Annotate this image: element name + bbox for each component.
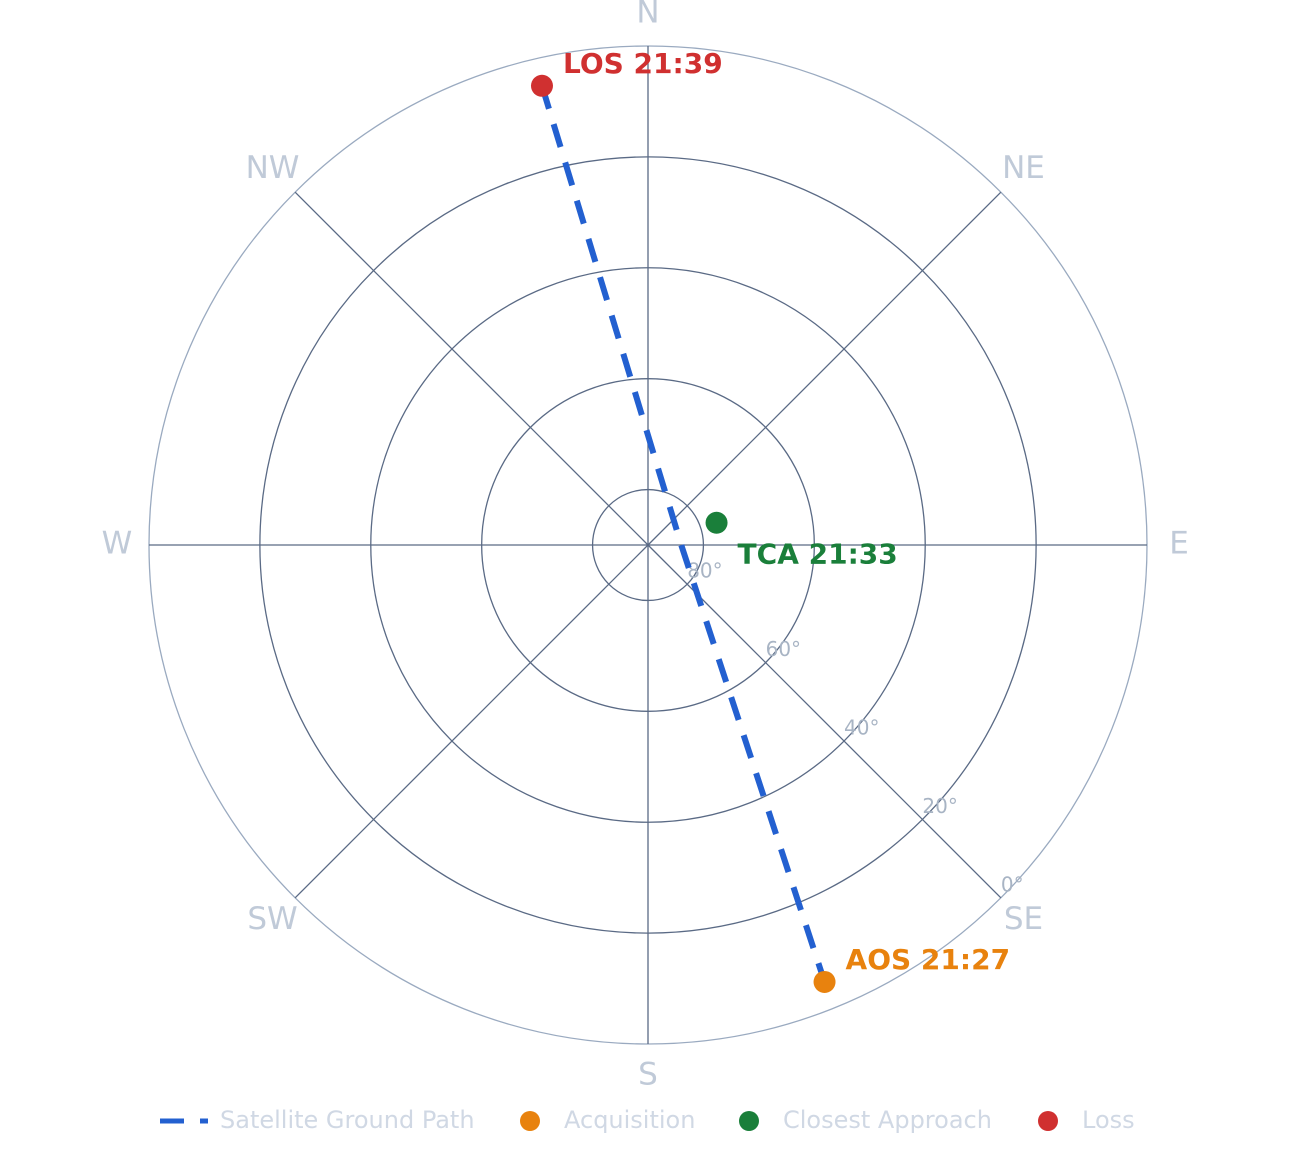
- annotation: TCA 21:33: [738, 538, 898, 571]
- direction-label: SE: [1004, 901, 1043, 937]
- pass-marker: [705, 511, 728, 534]
- radial-tick-label: 20°: [922, 794, 957, 818]
- direction-label: NE: [1002, 150, 1045, 186]
- radial-tick-label: 80°: [687, 559, 722, 583]
- direction-label: E: [1169, 526, 1189, 562]
- radial-tick-label: 60°: [766, 637, 801, 661]
- legend-icon: [739, 1111, 759, 1131]
- annotation: AOS 21:27: [846, 943, 1011, 976]
- legend-icon: [520, 1111, 540, 1131]
- angular-grid-line: [647, 191, 1002, 546]
- pass-marker: [813, 970, 836, 993]
- radial-tick-label: 40°: [844, 716, 879, 740]
- radial-tick-label: 0°: [1001, 872, 1024, 896]
- angular-grid-line: [294, 544, 649, 899]
- direction-label: SW: [247, 901, 297, 937]
- legend-label: Acquisition: [564, 1106, 695, 1134]
- ground-path: [539, 84, 828, 983]
- legend-label: Closest Approach: [783, 1106, 992, 1134]
- direction-label: S: [638, 1057, 658, 1093]
- pass-marker: [530, 74, 553, 97]
- angular-grid-line: [647, 544, 1002, 899]
- legend-label: Loss: [1082, 1106, 1135, 1134]
- legend-label: Satellite Ground Path: [220, 1106, 475, 1134]
- annotation: LOS 21:39: [563, 47, 723, 80]
- direction-label: N: [636, 0, 659, 31]
- legend-icon: [1038, 1111, 1058, 1131]
- angular-grid-line: [294, 191, 649, 546]
- direction-label: W: [102, 526, 133, 562]
- direction-label: NW: [246, 150, 300, 186]
